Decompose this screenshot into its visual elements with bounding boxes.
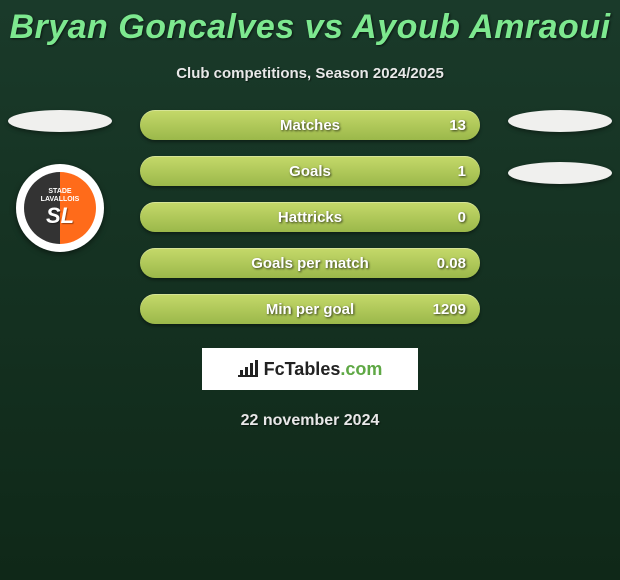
stat-label: Min per goal [266,301,354,318]
stat-value-right: 13 [449,117,466,134]
player-photo-placeholder-left [8,110,112,132]
stat-row-goals: Goals 1 [140,156,480,186]
left-player-col: STADE LAVALLOIS SL [5,110,115,252]
stat-label: Hattricks [278,209,342,226]
stat-label: Matches [280,117,340,134]
page-title: Bryan Goncalves vs Ayoub Amraoui [0,0,620,47]
stat-value-right: 0.08 [437,255,466,272]
right-player-col [505,110,615,184]
club-text-top: STADE [48,188,71,196]
brand-box: FcTables.com [202,348,418,390]
stat-value-right: 1 [458,163,466,180]
brand-chart-icon [238,361,258,377]
date-label: 22 november 2024 [0,412,620,430]
stats-list: Matches 13 Goals 1 Hattricks 0 Goals per… [140,110,480,324]
brand-text: FcTables.com [264,359,383,380]
stat-row-min-per-goal: Min per goal 1209 [140,294,480,324]
stat-row-hattricks: Hattricks 0 [140,202,480,232]
subtitle: Club competitions, Season 2024/2025 [0,65,620,82]
club-badge-left: STADE LAVALLOIS SL [16,164,104,252]
brand-suffix: .com [340,359,382,379]
club-badge-inner: STADE LAVALLOIS SL [24,172,96,244]
club-badge-placeholder-right [508,162,612,184]
stat-value-right: 0 [458,209,466,226]
stat-label: Goals per match [251,255,369,272]
club-initials: SL [46,204,74,228]
brand-name: FcTables [264,359,341,379]
stat-row-matches: Matches 13 [140,110,480,140]
stat-row-goals-per-match: Goals per match 0.08 [140,248,480,278]
comparison-content: STADE LAVALLOIS SL Matches 13 Goals 1 Ha… [0,110,620,430]
stat-label: Goals [289,163,331,180]
stat-value-right: 1209 [433,301,466,318]
player-photo-placeholder-right [508,110,612,132]
